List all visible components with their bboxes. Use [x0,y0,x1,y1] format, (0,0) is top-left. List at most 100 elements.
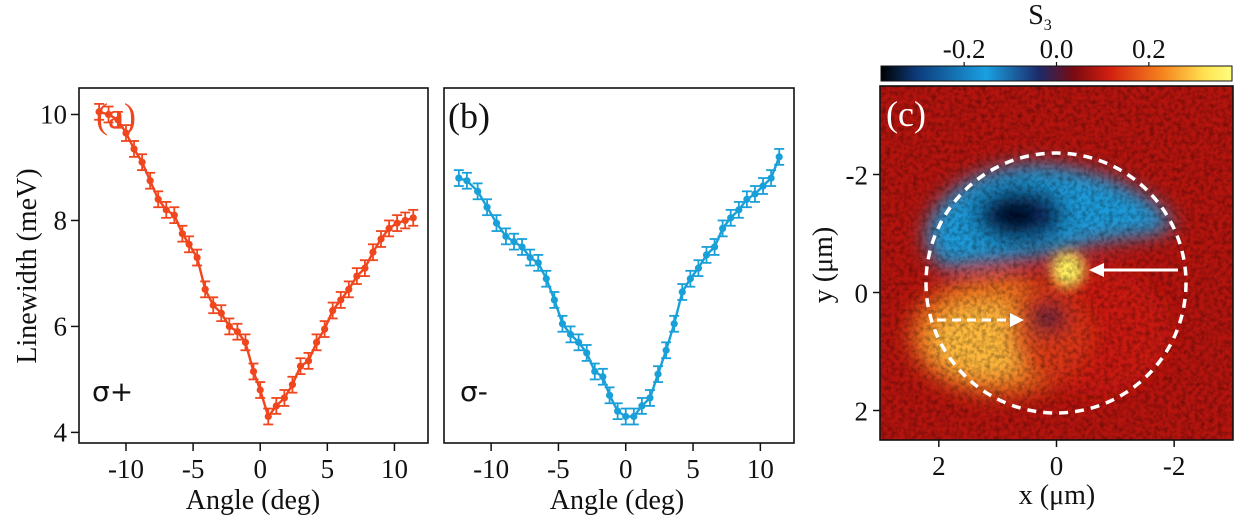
data-marker [321,325,329,333]
panel-b-letter: (b) [448,96,490,136]
panel-b-ticks: -10 -5 0 5 10 [473,443,774,484]
data-point [200,280,211,299]
data-marker [492,219,501,227]
data-marker [550,296,558,304]
data-point [612,402,623,421]
data-marker [630,412,638,421]
data-point [255,381,266,399]
data-marker [558,320,567,328]
data-marker [710,243,719,251]
x-tick-label: 5 [686,454,700,484]
data-point [216,304,227,323]
data-point [224,317,235,336]
data-marker [534,259,542,267]
panel-c-ylabel: y (μm) [808,227,839,303]
data-marker [249,367,258,376]
data-point [169,206,180,225]
data-marker [575,338,583,346]
x-tick-label: 10 [747,454,774,484]
data-point [636,397,647,415]
colorbar-tick-label: 0.2 [1132,34,1166,64]
data-marker [280,394,288,402]
data-marker [361,264,369,272]
data-marker [353,272,361,280]
y-tick-label: 2 [855,397,869,427]
data-point [177,224,188,243]
dashed-circle [924,151,1188,415]
data-marker [583,349,591,357]
data-point [137,153,148,172]
data-marker [646,394,654,402]
data-marker [95,108,103,116]
data-point [669,314,680,333]
heatmap-noise [880,86,1233,440]
data-marker [209,301,217,309]
panel-b-frame [443,87,795,444]
data-marker [288,381,297,389]
solid-arrow [1089,263,1178,277]
y-tick-label: 10 [40,99,67,129]
data-point [453,169,464,187]
data-point [184,235,195,254]
data-point [319,320,330,338]
data-marker [130,145,138,153]
y-tick-label: 4 [54,417,68,447]
data-marker [502,232,510,240]
data-point [351,267,362,285]
data-marker [225,322,233,331]
data-point [120,124,131,142]
data-point [653,365,664,383]
data-point [161,201,172,219]
data-point [472,182,483,201]
data-point [693,259,704,277]
data-point [541,269,552,288]
data-marker [377,235,385,243]
data-marker [566,330,575,338]
data-marker [694,264,703,272]
data-marker [605,391,614,399]
data-marker [654,370,662,378]
panel-b-polarization-label: σ- [460,375,488,408]
data-marker [170,211,178,219]
panel-a-xlabel: Angle (deg) [186,485,321,516]
y-tick-label: 0 [855,279,869,309]
data-point [376,230,387,248]
data-marker [638,402,646,410]
data-marker [735,206,743,214]
data-marker [193,253,201,262]
data-point [232,322,243,341]
colorbar [880,65,1233,82]
data-point [500,227,511,246]
data-marker [759,182,767,190]
panel-c-xlabel: x (μm) [1019,480,1095,511]
panel-a-ylabel: Linewidth (meV) [12,168,43,363]
data-point [517,238,528,256]
series-line [458,156,781,418]
data-marker [510,238,518,246]
data-marker [201,285,209,293]
data-point [581,344,592,362]
data-point [565,325,576,344]
x-tick-label: -5 [547,454,570,484]
data-point [509,232,519,251]
data-marker [719,224,727,233]
panel-c-heatmap [880,86,1233,440]
colorbar-title-sub: 3 [1044,17,1052,34]
data-marker [463,177,471,185]
panel-a-series [94,102,419,426]
data-point [129,140,140,158]
data-marker [385,224,393,233]
data-marker [264,412,272,421]
data-point [327,301,338,320]
data-point [103,105,114,124]
data-marker [401,216,409,225]
panel-b-plot: -10 -5 0 5 10 (b) σ- Angle (deg) [443,87,795,516]
x-tick-label: 0 [253,454,267,484]
data-marker [154,195,162,203]
data-marker [138,158,146,166]
data-point [741,190,752,209]
data-marker [702,251,711,259]
panel-a-plot: -10 -5 0 5 10 4 6 8 10 (a) σ+ Angle (deg) Linewi… [12,87,429,516]
colorbar-ticks: -0.2 0.0 0.2 [943,34,1166,66]
data-point [263,407,274,426]
